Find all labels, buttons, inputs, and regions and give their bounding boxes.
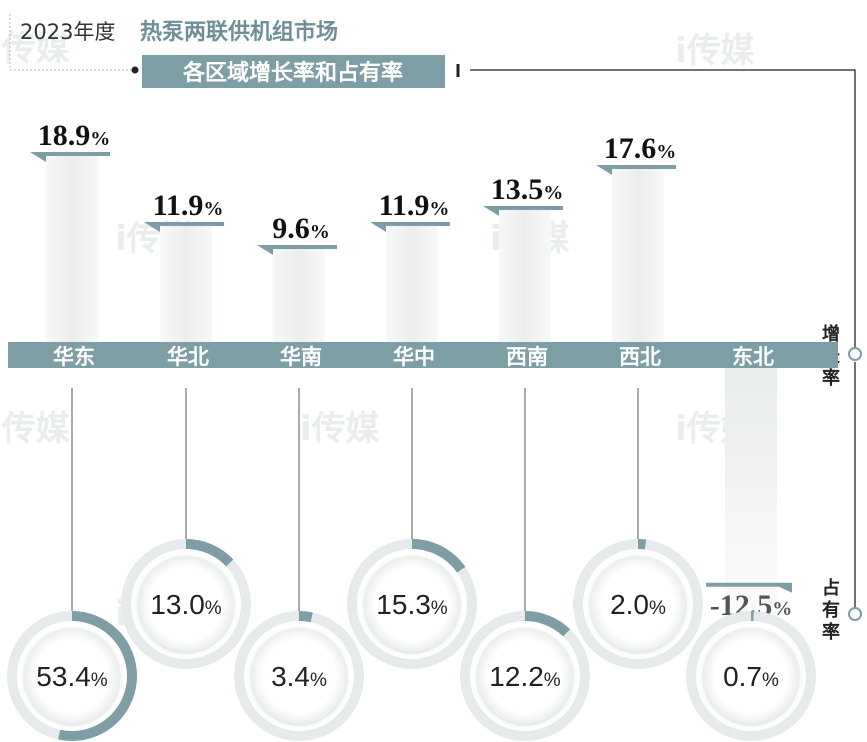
chart-title: 热泵两联供机组市场 bbox=[140, 19, 338, 45]
share-donuts: 53.4% 13.0% 3.4%15.3%12.2%2.0%0.7% bbox=[7, 539, 816, 741]
share-donut: 2.0% bbox=[573, 539, 703, 669]
share-axis-dot bbox=[848, 607, 862, 621]
growth-marker bbox=[144, 222, 224, 232]
subtitle-box bbox=[142, 55, 445, 88]
donut-inner bbox=[138, 556, 234, 652]
growth-axis-dot bbox=[848, 347, 862, 361]
title-dot bbox=[131, 66, 139, 74]
title-frame bbox=[9, 14, 132, 71]
watermark: i传媒 bbox=[300, 409, 381, 449]
category-label: 华北 bbox=[167, 345, 209, 369]
growth-bar bbox=[273, 246, 325, 342]
donut-inner bbox=[364, 556, 460, 652]
donut-inner bbox=[24, 628, 120, 724]
growth-value-label: 11.9% bbox=[153, 189, 224, 222]
growth-marker bbox=[596, 165, 676, 175]
donut-inner bbox=[477, 628, 573, 724]
growth-value-label: 13.5% bbox=[491, 173, 564, 206]
donut-arc bbox=[234, 611, 364, 741]
donut-inner bbox=[251, 628, 347, 724]
share-donut: 13.0% bbox=[121, 539, 251, 669]
donut-arc bbox=[686, 611, 816, 741]
connector-line bbox=[470, 69, 856, 354]
donut-arc bbox=[573, 539, 703, 669]
donut-inner bbox=[703, 628, 799, 724]
donut-arc bbox=[460, 611, 590, 741]
category-label: 华中 bbox=[393, 345, 435, 369]
growth-value-label: 18.9% bbox=[38, 119, 111, 152]
category-label: 华南 bbox=[280, 345, 322, 369]
growth-marker bbox=[706, 582, 792, 593]
donut-inner bbox=[590, 556, 686, 652]
growth-bar bbox=[46, 153, 98, 342]
donut-arc bbox=[347, 539, 477, 669]
category-label: 东北 bbox=[732, 345, 774, 369]
share-donut: 0.7% bbox=[686, 611, 816, 741]
growth-value-label: 17.6% bbox=[604, 132, 677, 165]
growth-marker bbox=[370, 222, 450, 232]
growth-marker bbox=[30, 152, 110, 162]
share-donut: 12.2% bbox=[460, 611, 590, 741]
title-year: 2023年度 bbox=[20, 20, 115, 44]
category-label: 西北 bbox=[619, 345, 661, 369]
category-label: 西南 bbox=[506, 345, 548, 369]
growth-value-label: 9.6% bbox=[272, 212, 330, 245]
watermark: i传媒 bbox=[675, 31, 756, 71]
growth-bar bbox=[386, 223, 438, 342]
watermark: i传媒 bbox=[0, 29, 71, 69]
share-value-label: 13.0% bbox=[150, 589, 222, 620]
share-donut: 3.4% bbox=[234, 611, 364, 741]
growth-marker bbox=[257, 245, 337, 255]
growth-bar bbox=[160, 223, 212, 342]
donut-arc bbox=[7, 611, 137, 741]
share-stems bbox=[71, 388, 639, 620]
category-labels: 华东 华北 华南 华中 西南 西北 东北 bbox=[53, 345, 774, 369]
growth-bar bbox=[499, 207, 551, 342]
share-donut: 53.4% bbox=[7, 611, 137, 741]
subtitle: 各区域增长率和占有率 bbox=[182, 60, 403, 86]
watermark: i传媒 bbox=[0, 409, 71, 449]
growth-bar bbox=[612, 166, 664, 342]
category-label: 华东 bbox=[53, 345, 95, 369]
growth-value-label: 11.9% bbox=[379, 189, 450, 222]
share-donut: 15.3% bbox=[347, 539, 477, 669]
category-band bbox=[8, 342, 838, 368]
donut-arc bbox=[121, 539, 251, 669]
share-axis-label: 占有率 bbox=[822, 577, 840, 643]
growth-marker bbox=[483, 206, 563, 216]
